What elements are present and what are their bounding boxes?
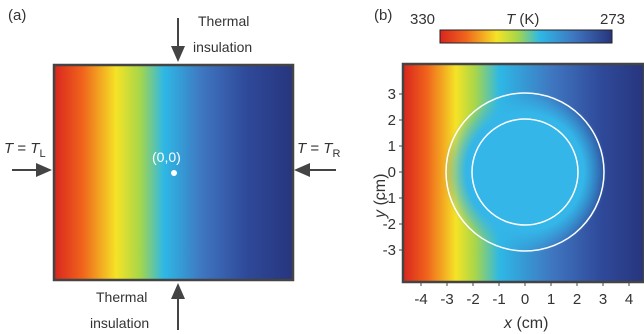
top-arrow-head xyxy=(171,46,185,62)
x-tick-label: 2 xyxy=(573,291,581,308)
origin-label: (0,0) xyxy=(152,149,181,165)
y-tick-label: -2 xyxy=(383,216,396,233)
y-tick-label: 3 xyxy=(388,86,396,103)
y-tick-label: 0 xyxy=(388,164,396,181)
bottom-insulation-label-line1: Thermal xyxy=(96,289,147,305)
y-tick-label: -3 xyxy=(383,242,396,259)
right-arrow-head xyxy=(294,163,310,177)
cloak-region xyxy=(443,90,607,254)
panel-b-plot-area xyxy=(403,64,644,282)
panel-b-frame xyxy=(401,62,644,284)
x-tick-label: 1 xyxy=(547,291,555,308)
inner-ring xyxy=(471,118,579,226)
x-tick-label: -1 xyxy=(492,291,505,308)
top-insulation-label-line2: insulation xyxy=(193,39,252,55)
x-axis-ticks: -4 -3 -2 -1 0 1 2 3 4 xyxy=(414,282,633,308)
colorbar-min-label: 330 xyxy=(410,11,435,28)
origin-point xyxy=(171,170,177,176)
x-tick-label: -2 xyxy=(466,291,479,308)
panel-b-label: (b) xyxy=(374,7,392,24)
panel-a-label: (a) xyxy=(8,7,26,24)
colorbar-max-label: 273 xyxy=(600,11,625,28)
x-tick-label: -4 xyxy=(414,291,427,308)
left-arrow-head xyxy=(36,163,52,177)
colorbar xyxy=(439,29,613,44)
x-tick-label: 4 xyxy=(625,291,633,308)
colorbar-title: T (K) xyxy=(506,11,539,28)
y-tick-label: 1 xyxy=(388,138,396,155)
x-tick-label: -3 xyxy=(440,291,453,308)
left-boundary-condition: T = TL xyxy=(4,140,46,160)
bottom-arrow-head xyxy=(171,283,185,299)
y-axis-label: y (cm) xyxy=(372,174,389,219)
y-tick-label: -1 xyxy=(383,190,396,207)
y-axis-ticks: 3 2 1 0 -1 -2 -3 xyxy=(383,86,403,259)
x-axis-label: x (cm) xyxy=(503,315,548,332)
right-boundary-condition: T = TR xyxy=(297,140,340,160)
outer-ring xyxy=(445,92,605,252)
x-tick-label: 3 xyxy=(599,291,607,308)
top-insulation-label-line1: Thermal xyxy=(198,13,249,29)
bottom-insulation-label-line2: insulation xyxy=(90,315,149,331)
y-tick-label: 2 xyxy=(388,112,396,129)
x-tick-label: 0 xyxy=(521,291,529,308)
